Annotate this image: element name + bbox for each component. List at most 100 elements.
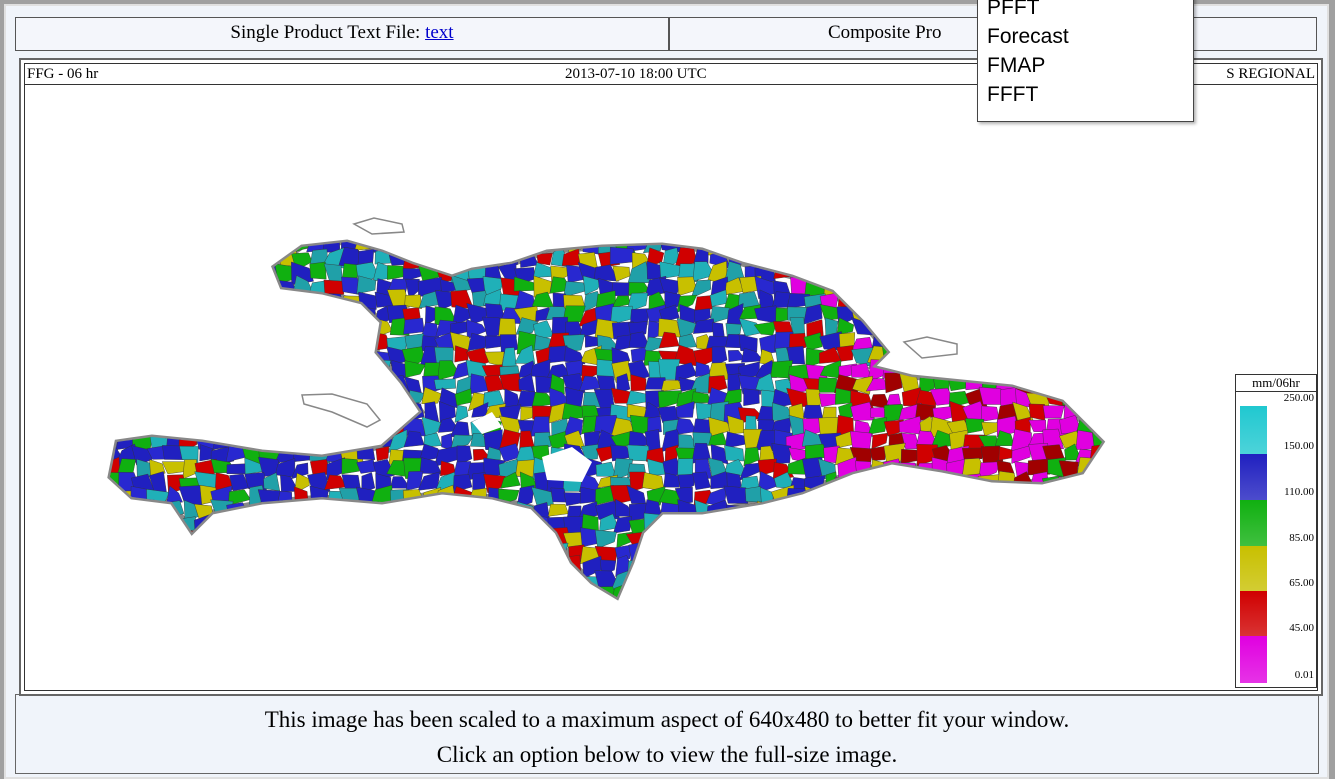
watershed [982, 321, 1000, 336]
watershed [212, 290, 236, 312]
watershed [1060, 249, 1082, 270]
menu-item[interactable]: Forecast [987, 25, 1069, 48]
watershed [230, 242, 252, 254]
watershed [110, 485, 121, 506]
watershed [242, 514, 263, 534]
watershed [1043, 348, 1065, 369]
watershed [930, 546, 954, 560]
watershed [1048, 332, 1069, 352]
watershed [803, 303, 823, 325]
watershed [1090, 575, 1102, 590]
watershed [115, 295, 134, 312]
watershed [129, 575, 156, 588]
watershed [242, 417, 262, 440]
watershed [484, 351, 505, 367]
watershed [227, 317, 252, 341]
watershed [725, 544, 749, 565]
watershed [836, 317, 854, 336]
watershed [1078, 528, 1100, 549]
watershed [1091, 248, 1102, 271]
watershed [245, 331, 262, 353]
watershed [372, 554, 391, 577]
watershed [339, 363, 364, 381]
watershed [739, 529, 760, 545]
watershed [1107, 573, 1129, 585]
watershed [328, 555, 347, 577]
watershed [227, 375, 250, 396]
watershed [110, 293, 121, 307]
watershed [265, 505, 282, 521]
watershed [676, 599, 697, 615]
watershed [401, 587, 427, 597]
watershed [806, 264, 827, 282]
legend-band [1240, 500, 1267, 546]
watershed [182, 459, 197, 480]
watershed [423, 250, 439, 266]
watershed [934, 250, 954, 268]
watershed [228, 556, 250, 578]
watershed [1026, 289, 1051, 311]
watershed [983, 557, 1004, 578]
watershed [243, 604, 265, 619]
watershed [278, 569, 301, 588]
watershed [340, 600, 359, 619]
watershed [450, 583, 473, 597]
watershed [1046, 589, 1068, 597]
watershed [741, 558, 760, 580]
watershed [1010, 331, 1033, 353]
watershed [306, 344, 327, 365]
watershed [582, 275, 603, 296]
watershed [771, 443, 791, 464]
watershed [469, 530, 491, 548]
scale-notice: This image has been scaled to a maximum … [15, 694, 1319, 774]
watershed [114, 401, 137, 424]
watershed [1078, 346, 1096, 365]
watershed [291, 568, 314, 593]
watershed [966, 486, 987, 503]
watershed [467, 242, 487, 255]
watershed [389, 528, 406, 548]
watershed [1012, 359, 1032, 381]
watershed [471, 571, 487, 591]
watershed [1108, 599, 1125, 618]
watershed [517, 555, 540, 577]
menu-item[interactable]: FMAP [987, 54, 1046, 77]
menu-item[interactable]: PFFT [987, 0, 1040, 19]
watershed [869, 242, 890, 253]
menu-item[interactable]: FFFT [987, 83, 1039, 106]
watershed [482, 514, 502, 537]
watershed [722, 573, 749, 591]
watershed [309, 261, 327, 280]
text-file-link[interactable]: text [425, 22, 454, 43]
watershed [882, 575, 906, 589]
watershed [337, 569, 360, 588]
watershed [885, 248, 907, 269]
watershed [197, 401, 218, 418]
watershed [355, 527, 376, 546]
watershed [386, 403, 410, 422]
watershed [451, 242, 471, 255]
watershed [130, 528, 153, 546]
watershed [259, 334, 278, 356]
watershed [263, 307, 281, 324]
watershed [754, 560, 780, 572]
watershed [1060, 337, 1082, 348]
legend-unit: mm/06hr [1236, 375, 1316, 392]
watershed [533, 540, 554, 563]
watershed [179, 405, 203, 425]
region-label: S REGIONAL [1226, 66, 1315, 82]
lake [542, 447, 592, 482]
watershed [513, 583, 539, 597]
watershed [964, 499, 983, 521]
watershed [518, 569, 533, 588]
watershed [148, 556, 170, 578]
watershed [113, 544, 135, 561]
watershed [453, 513, 477, 536]
watershed [164, 250, 186, 268]
watershed [290, 405, 310, 419]
watershed [340, 583, 364, 597]
watershed [738, 600, 763, 615]
legend-tick-label: 45.00 [1289, 622, 1314, 634]
product-menu: PFFT Forecast FMAP FFFT [977, 0, 1194, 122]
watershed [163, 388, 187, 408]
